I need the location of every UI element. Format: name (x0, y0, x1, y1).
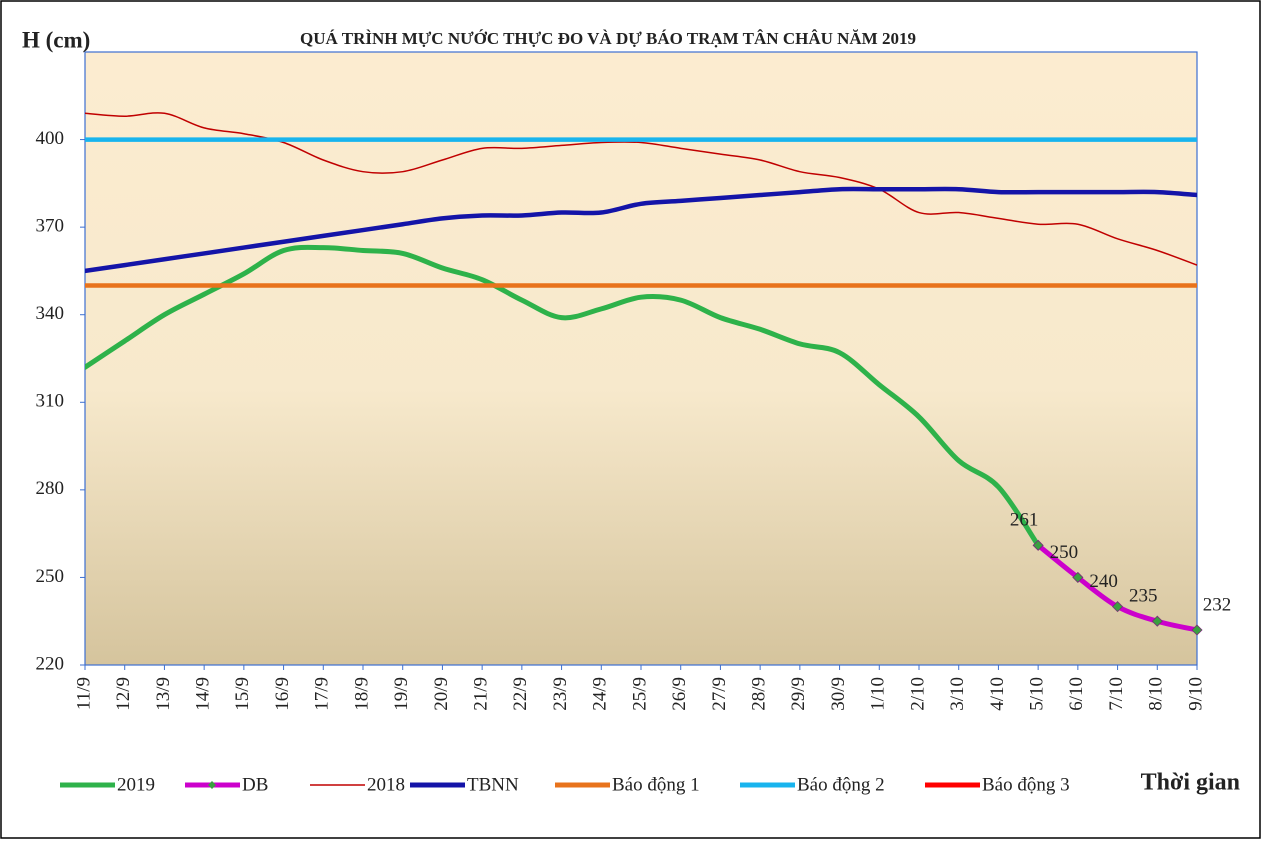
x-tick-label: 28/9 (749, 677, 770, 711)
x-tick-label: 27/9 (709, 677, 730, 711)
x-tick-label: 30/9 (828, 677, 849, 711)
x-tick-label: 14/9 (193, 677, 214, 711)
legend-label: DB (242, 774, 268, 795)
x-tick-label: 8/10 (1146, 677, 1167, 711)
marker (1072, 571, 1084, 583)
y-tick-label: 250 (36, 566, 65, 587)
x-tick-label: 25/9 (629, 677, 650, 711)
x-tick-label: 22/9 (510, 677, 531, 711)
x-tick-label: 12/9 (113, 677, 134, 711)
data-label: 240 (1089, 571, 1118, 592)
series-line (85, 186, 1197, 274)
x-tick-label: 18/9 (351, 677, 372, 711)
legend-label: 2019 (117, 774, 155, 795)
x-tick-label: 4/10 (987, 677, 1008, 711)
x-tick-label: 2/10 (907, 677, 928, 711)
data-label: 232 (1203, 594, 1232, 615)
y-tick-label: 310 (36, 391, 65, 412)
x-tick-label: 5/10 (1027, 677, 1048, 711)
y-tick-label: 400 (36, 128, 65, 149)
x-axis-label: Thời gian (1141, 770, 1240, 796)
legend-label: 2018 (367, 774, 405, 795)
x-tick-label: 6/10 (1066, 677, 1087, 711)
x-tick-label: 29/9 (788, 677, 809, 711)
series-line (85, 244, 1041, 548)
data-label: 235 (1129, 586, 1158, 607)
x-tick-label: 19/9 (391, 677, 412, 711)
x-tick-label: 15/9 (232, 677, 253, 711)
x-tick-label: 26/9 (669, 677, 690, 711)
marker (1032, 539, 1044, 551)
legend-label: Báo động 2 (797, 774, 885, 795)
x-tick-label: 24/9 (590, 677, 611, 711)
data-label: 261 (1010, 510, 1039, 531)
x-tick-label: 11/9 (73, 677, 94, 710)
marker (1112, 601, 1124, 613)
x-tick-label: 21/9 (471, 677, 492, 711)
y-tick-label: 280 (36, 478, 65, 499)
marker (1151, 615, 1163, 627)
x-tick-label: 16/9 (272, 677, 293, 711)
data-label: 250 (1050, 542, 1079, 563)
y-tick-label: 340 (36, 303, 65, 324)
y-tick-label: 220 (36, 653, 65, 674)
legend-label: TBNN (467, 774, 519, 795)
x-tick-label: 20/9 (431, 677, 452, 711)
chart-title: QUÁ TRÌNH MỰC NƯỚC THỰC ĐO VÀ DỰ BÁO TRẠ… (300, 29, 916, 48)
x-tick-label: 1/10 (868, 677, 889, 711)
x-tick-label: 7/10 (1106, 677, 1127, 711)
legend-marker (208, 781, 216, 789)
legend-label: Báo động 3 (982, 774, 1070, 795)
y-axis-label: H (cm) (22, 27, 90, 52)
x-tick-label: 3/10 (947, 677, 968, 711)
y-tick-label: 370 (36, 216, 65, 237)
x-tick-label: 23/9 (550, 677, 571, 711)
marker (1191, 624, 1203, 636)
plot (85, 112, 1197, 633)
x-tick-label: 9/10 (1185, 677, 1206, 711)
x-tick-label: 17/9 (312, 677, 333, 711)
x-tick-label: 13/9 (153, 677, 174, 711)
legend-label: Báo động 1 (612, 774, 700, 795)
plot-area (84, 51, 1198, 666)
